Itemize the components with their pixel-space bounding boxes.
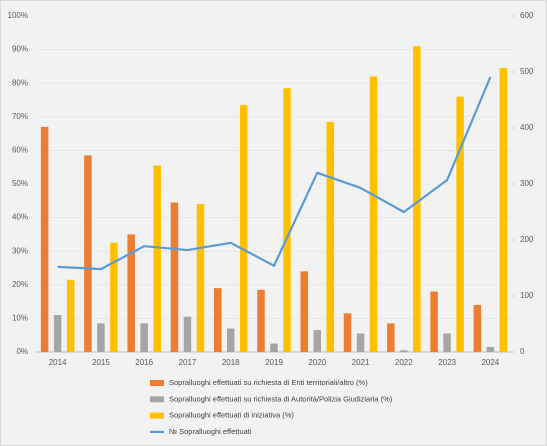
x-tick-label: 2019 (265, 358, 283, 367)
y-tick-label: 0% (16, 347, 28, 356)
legend-swatch (150, 396, 164, 403)
bar (313, 330, 322, 352)
y2-tick-label: 100 (520, 291, 534, 300)
x-tick-label: 2018 (222, 358, 240, 367)
x-tick-label: 2022 (395, 358, 413, 367)
bar (430, 291, 438, 352)
y-tick-label: 100% (8, 11, 28, 20)
bar (270, 343, 278, 352)
bar (140, 323, 148, 352)
bar (343, 313, 352, 352)
y-tick-label: 40% (12, 213, 28, 222)
bar (400, 350, 408, 352)
y-tick-label: 80% (12, 78, 28, 87)
legend-swatch (150, 380, 164, 386)
bar (326, 121, 335, 352)
bar (300, 271, 309, 352)
x-tick-label: 2015 (92, 358, 110, 367)
bar (443, 333, 451, 352)
bar (283, 88, 291, 353)
bar (213, 288, 222, 352)
bar (97, 323, 105, 352)
legend-swatch (150, 412, 164, 419)
bar (170, 202, 179, 352)
bar (486, 346, 495, 352)
bar (369, 76, 378, 352)
y-tick-label: 30% (12, 246, 28, 255)
bar (257, 289, 265, 352)
bar (183, 316, 192, 352)
bar (456, 96, 464, 352)
y-tick-label: 50% (12, 179, 28, 188)
x-tick-label: 2021 (352, 358, 370, 367)
x-tick-label: 2024 (481, 358, 499, 367)
y-tick-label: 20% (12, 280, 28, 289)
y2-tick-label: 300 (520, 179, 534, 188)
legend-label: Sopralluoghi effettuati di iniziativa (%… (169, 411, 294, 420)
x-tick-label: 2023 (438, 358, 456, 367)
bar (356, 333, 365, 352)
y2-tick-label: 0 (520, 347, 525, 356)
x-tick-label: 2017 (179, 358, 197, 367)
line (57, 76, 492, 271)
bar (40, 126, 49, 352)
y-tick-label: 60% (12, 146, 28, 155)
bar (499, 68, 508, 352)
legend-label: № Sopralluoghi effettuati (169, 427, 252, 436)
bar (153, 165, 161, 352)
y-tick-label: 90% (12, 45, 28, 54)
bar (226, 328, 235, 352)
bar (196, 204, 205, 352)
y2-tick-label: 500 (520, 67, 534, 76)
bar (413, 46, 421, 353)
legend-label: Sopralluoghi effettuati su richiesta di … (169, 394, 393, 403)
y-tick-label: 70% (12, 112, 28, 121)
x-tick-label: 2016 (135, 358, 153, 367)
y2-tick-label: 400 (520, 123, 534, 132)
bar (473, 304, 482, 352)
bar (127, 234, 135, 352)
y2-tick-label: 200 (520, 235, 534, 244)
x-tick-label: 2014 (49, 358, 67, 367)
bar (239, 105, 248, 352)
x-tick-label: 2020 (308, 358, 326, 367)
bar (53, 315, 62, 352)
bar (110, 242, 118, 352)
bar (387, 323, 395, 352)
y2-tick-label: 600 (520, 11, 534, 20)
bar (66, 279, 75, 352)
y-tick-label: 10% (12, 314, 28, 323)
legend-label: Sopralluoghi effettuati su richiesta di … (169, 378, 368, 387)
bar (84, 155, 92, 352)
